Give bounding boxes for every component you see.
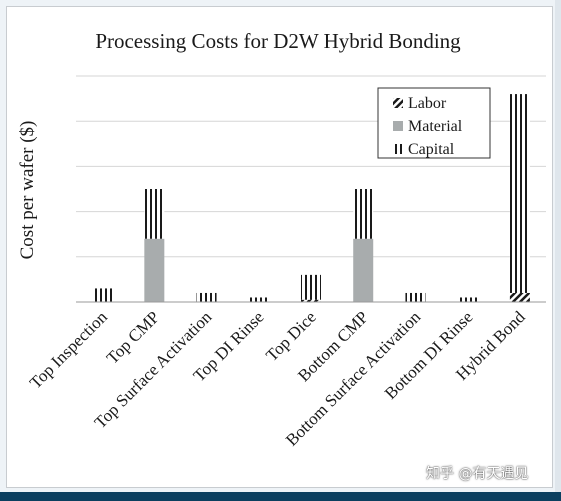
bar-capital-top-surface-activation: [196, 292, 217, 302]
legend-label-material: Material: [408, 118, 463, 135]
legend-swatch-labor: [393, 98, 403, 108]
bar-capital-top-di-rinse: [248, 297, 269, 302]
right-edge-strip: [555, 0, 561, 492]
bar-material-bottom-cmp: [353, 238, 374, 302]
legend-swatch-capital: [393, 144, 403, 154]
bar-labor-top-dice: [301, 299, 321, 302]
bottom-bar: [0, 492, 561, 501]
bar-labor-hybrid-bond: [509, 292, 530, 302]
chart-title: Processing Costs for D2W Hybrid Bonding: [95, 29, 461, 53]
bar-capital-bottom-surface-activation: [405, 292, 426, 302]
bar-capital-bottom-cmp: [353, 189, 374, 239]
x-tick-label: Top Inspection: [26, 307, 111, 392]
bar-group: [92, 94, 530, 302]
legend-label-labor: Labor: [408, 95, 447, 112]
bar-material-top-cmp: [144, 238, 165, 302]
watermark-text: 知乎 @有天遇见: [426, 466, 529, 482]
bar-capital-hybrid-bond: [509, 94, 530, 293]
chart-panel: [6, 6, 553, 488]
bar-capital-top-cmp: [144, 189, 165, 239]
y-axis-label: Cost per wafer ($): [17, 121, 38, 260]
legend-label-capital: Capital: [408, 141, 455, 158]
legend-swatch-material: [393, 121, 403, 131]
bar-capital-top-inspection: [92, 288, 113, 302]
legend: Labor Material Capital: [377, 87, 491, 159]
bar-capital-top-dice: [301, 274, 321, 300]
bar-capital-bottom-di-rinse: [457, 297, 478, 302]
